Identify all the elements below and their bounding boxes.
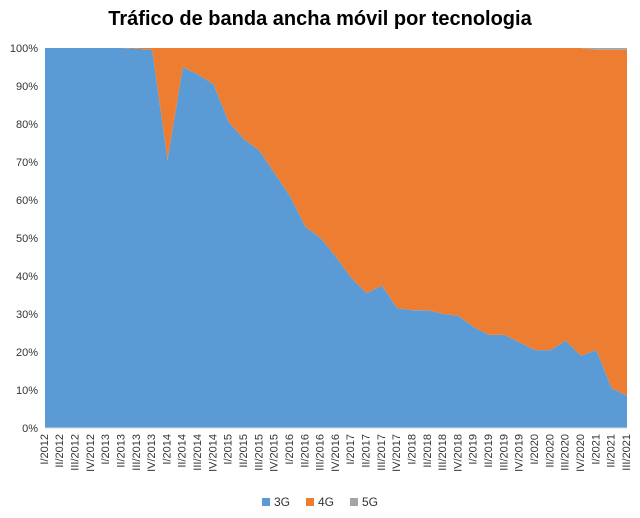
- x-tick-label: I/2014: [161, 434, 173, 465]
- x-tick-label: IV/2014: [207, 434, 219, 472]
- legend-item-5g: 5G: [350, 495, 378, 509]
- x-tick-label: III/2020: [560, 434, 572, 471]
- x-tick-label: III/2015: [253, 434, 265, 471]
- legend-item-4g: 4G: [305, 495, 334, 509]
- x-tick-label: IV/2019: [514, 434, 526, 472]
- x-tick-label: II/2021: [606, 434, 618, 468]
- x-tick-label: IV/2015: [269, 434, 281, 472]
- x-tick-label: II/2017: [361, 434, 373, 468]
- legend-label: 3G: [273, 495, 290, 509]
- x-tick-label: IV/2020: [575, 434, 587, 472]
- x-tick-label: III/2018: [437, 434, 449, 471]
- chart-title: Tráfico de banda ancha móvil por tecnolo…: [108, 8, 532, 30]
- x-tick-label: I/2021: [590, 434, 602, 465]
- x-tick-label: I/2018: [406, 434, 418, 465]
- area-series-3g: [45, 48, 627, 428]
- y-tick-label: 0%: [22, 423, 38, 435]
- x-tick-label: I/2015: [223, 434, 235, 465]
- y-tick-label: 70%: [16, 157, 38, 169]
- x-tick-label: IV/2018: [452, 434, 464, 472]
- x-tick-label: II/2012: [54, 434, 66, 468]
- x-tick-label: II/2020: [544, 434, 556, 468]
- x-tick-label: II/2015: [238, 434, 250, 468]
- x-tick-label: II/2018: [422, 434, 434, 468]
- x-tick-label: III/2019: [498, 434, 510, 471]
- y-tick-label: 80%: [16, 119, 38, 131]
- legend-label: 5G: [362, 495, 379, 509]
- x-tick-label: I/2012: [39, 434, 51, 465]
- legend-swatch: [350, 498, 358, 506]
- x-tick-label: IV/2016: [330, 434, 342, 472]
- y-tick-label: 10%: [16, 385, 38, 397]
- x-tick-label: I/2019: [468, 434, 480, 465]
- y-tick-label: 60%: [16, 195, 38, 207]
- x-tick-label: I/2013: [100, 434, 112, 465]
- y-tick-label: 20%: [16, 347, 38, 359]
- x-tick-label: II/2013: [115, 434, 127, 468]
- x-tick-label: IV/2012: [85, 434, 97, 472]
- x-tick-label: III/2013: [131, 434, 143, 471]
- area-series-4g: [45, 48, 627, 396]
- y-tick-label: 50%: [16, 233, 38, 245]
- y-tick-label: 30%: [16, 309, 38, 321]
- x-tick-label: I/2020: [529, 434, 541, 465]
- x-tick-label: III/2014: [192, 434, 204, 471]
- x-tick-label: III/2012: [70, 434, 82, 471]
- x-tick-label: II/2016: [299, 434, 311, 468]
- x-tick-label: III/2021: [621, 434, 633, 471]
- x-tick-label: I/2016: [284, 434, 296, 465]
- legend-swatch: [261, 498, 270, 506]
- x-tick-label: IV/2017: [391, 434, 403, 472]
- legend-item-3g: 3G: [261, 495, 290, 509]
- y-tick-label: 100%: [10, 43, 38, 55]
- x-tick-label: IV/2013: [146, 434, 158, 472]
- chart-legend: 3G 4G 5G: [0, 495, 640, 509]
- y-tick-label: 90%: [16, 81, 38, 93]
- x-tick-label: II/2014: [177, 434, 189, 468]
- legend-swatch: [305, 498, 314, 506]
- x-tick-label: I/2017: [345, 434, 357, 465]
- x-tick-label: III/2016: [315, 434, 327, 471]
- y-tick-label: 40%: [16, 271, 38, 283]
- legend-label: 4G: [317, 495, 334, 509]
- x-tick-label: III/2017: [376, 434, 388, 471]
- x-tick-label: II/2019: [483, 434, 495, 468]
